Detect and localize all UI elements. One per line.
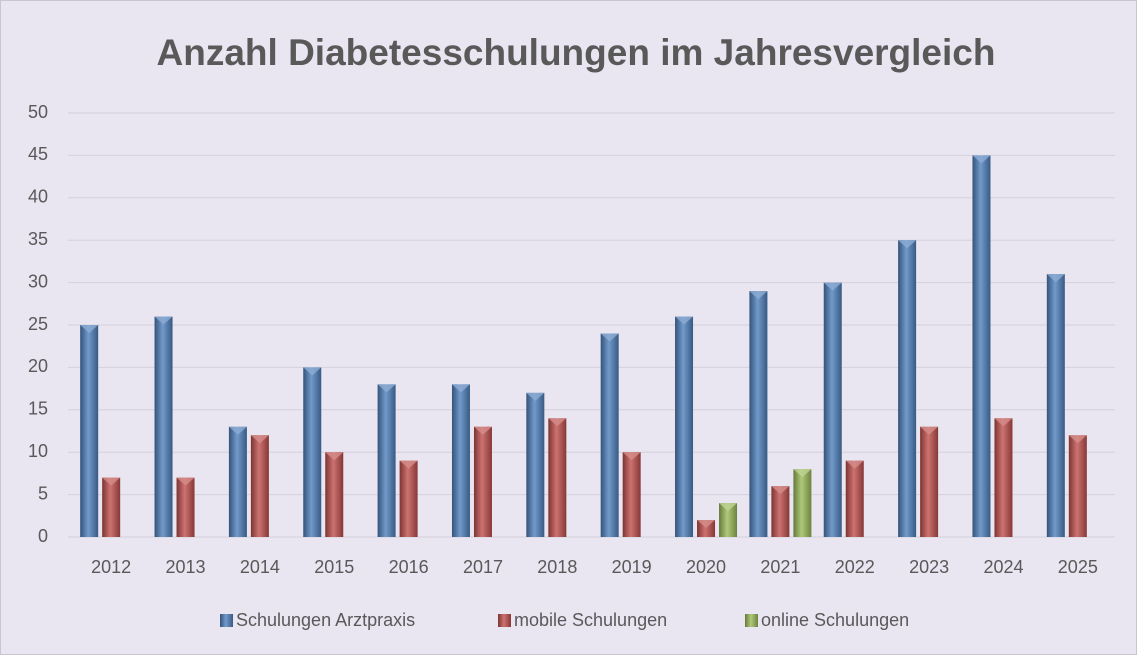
bar (600, 333, 619, 537)
bar (697, 520, 716, 537)
x-tick-label: 2022 (835, 557, 875, 577)
bar (526, 392, 545, 537)
bar (920, 426, 939, 537)
bar (823, 282, 842, 537)
bar-cap (697, 520, 716, 529)
bar-cap (176, 477, 195, 486)
bar (719, 503, 738, 537)
bar-cap (793, 469, 812, 478)
y-tick-label: 20 (28, 356, 48, 376)
y-tick-label: 5 (38, 483, 48, 503)
x-tick-label: 2017 (463, 557, 503, 577)
x-tick-label: 2024 (983, 557, 1023, 577)
bar-cap (473, 426, 492, 435)
bar (377, 384, 396, 537)
bar-cap (325, 452, 344, 461)
bar (548, 418, 567, 537)
y-tick-label: 0 (38, 526, 48, 546)
bar-cap (600, 333, 619, 342)
bar-cap (972, 155, 991, 164)
bar (972, 155, 991, 537)
y-tick-label: 50 (28, 102, 48, 122)
bar-cap (771, 486, 790, 495)
bar-cap (451, 384, 470, 393)
bar-cap (526, 392, 545, 401)
bar (176, 477, 195, 537)
bar-cap (994, 418, 1013, 427)
bar-cap (675, 316, 694, 325)
bar-cap (845, 460, 864, 469)
bar (1068, 435, 1087, 537)
bar (845, 460, 864, 537)
bar-cap (377, 384, 396, 393)
bar-cap (102, 477, 121, 486)
bar (102, 477, 121, 537)
y-tick-label: 25 (28, 314, 48, 334)
legend-label: mobile Schulungen (514, 610, 667, 630)
bar-cap (1068, 435, 1087, 444)
bar (675, 316, 694, 537)
y-tick-label: 45 (28, 144, 48, 164)
bar (303, 367, 322, 537)
bar (898, 240, 917, 537)
bar (399, 460, 418, 537)
bar-cap (622, 452, 641, 461)
legend-label: Schulungen Arztpraxis (236, 610, 415, 630)
bar-cap (548, 418, 567, 427)
bar (473, 426, 492, 537)
x-tick-label: 2023 (909, 557, 949, 577)
legend-swatch (745, 614, 758, 627)
legend-swatch (498, 614, 511, 627)
bar (250, 435, 269, 537)
bar (228, 426, 247, 537)
bar (451, 384, 470, 537)
bar (1046, 274, 1065, 537)
bar-cap (749, 291, 768, 300)
bar (154, 316, 173, 537)
x-tick-label: 2019 (612, 557, 652, 577)
y-tick-label: 30 (28, 271, 48, 291)
bar-cap (719, 503, 738, 512)
x-tick-label: 2025 (1058, 557, 1098, 577)
bar (771, 486, 790, 537)
bar (749, 291, 768, 537)
y-tick-label: 15 (28, 399, 48, 419)
bar-cap (898, 240, 917, 249)
bar (622, 452, 641, 537)
y-tick-label: 40 (28, 187, 48, 207)
bar-cap (1046, 274, 1065, 283)
legend-label: online Schulungen (761, 610, 909, 630)
bar-cap (303, 367, 322, 376)
bar-cap (399, 460, 418, 469)
bar (793, 469, 812, 537)
bar-cap (80, 325, 99, 333)
x-tick-label: 2015 (314, 557, 354, 577)
bar (325, 452, 344, 537)
bar-cap (250, 435, 269, 444)
y-tick-label: 35 (28, 229, 48, 249)
x-tick-label: 2020 (686, 557, 726, 577)
bar (994, 418, 1013, 537)
x-tick-label: 2016 (389, 557, 429, 577)
bar-cap (920, 426, 939, 435)
chart-title: Anzahl Diabetesschulungen im Jahresvergl… (157, 32, 996, 73)
bar (80, 325, 99, 537)
x-tick-label: 2012 (91, 557, 131, 577)
bar-cap (228, 426, 247, 435)
x-tick-label: 2021 (760, 557, 800, 577)
bar-cap (823, 282, 842, 291)
x-tick-label: 2018 (537, 557, 577, 577)
legend-swatch (220, 614, 233, 627)
y-tick-label: 10 (28, 441, 48, 461)
bar-cap (154, 316, 173, 325)
x-tick-label: 2013 (166, 557, 206, 577)
x-tick-label: 2014 (240, 557, 280, 577)
